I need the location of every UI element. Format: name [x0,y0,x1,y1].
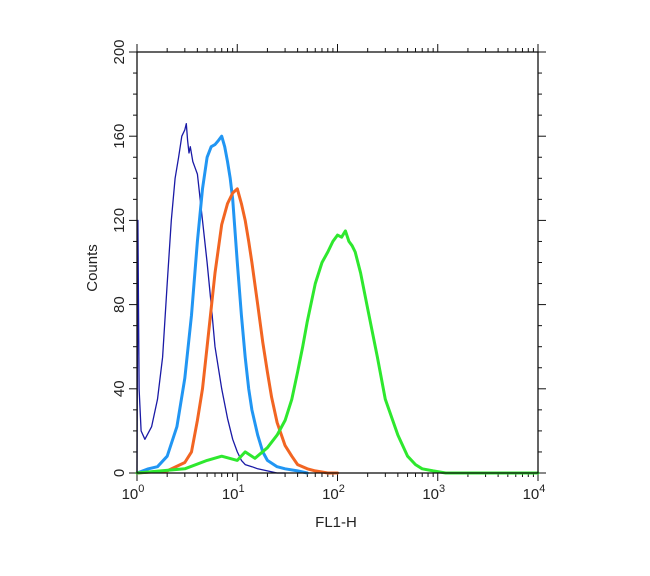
y-tick-label: 120 [111,208,128,233]
x-tick-label: 103 [422,483,445,503]
y-axis-label: Counts [84,244,101,292]
y-tick-label: 200 [111,39,128,64]
x-tick-label-exponent: 3 [439,483,445,495]
x-tick-label: 102 [322,483,345,503]
x-tick-label-exponent: 4 [539,483,545,495]
y-tick-label: 160 [111,124,128,149]
x-tick-label-base: 10 [422,486,439,503]
y-tick-label: 40 [111,380,128,397]
histogram-series-3 [135,187,339,475]
histogram-series-1 [136,122,286,474]
axis-ticks [129,44,546,481]
x-tick-label-exponent: 0 [138,483,144,495]
x-tick-label: 101 [222,483,245,503]
x-axis-label: FL1-H [315,514,357,531]
x-tick-label-base: 10 [523,486,540,503]
y-axis-title: Counts [84,244,101,292]
x-tick-label-base: 10 [222,486,239,503]
histogram-series-2 [135,134,309,475]
x-tick-label-base: 10 [122,486,139,503]
plot-frame [136,51,539,474]
histogram-series [135,122,540,475]
x-tick-label-base: 10 [322,486,339,503]
x-tick-label: 100 [122,483,145,503]
y-tick-label: 80 [111,296,128,313]
x-tick-label-exponent: 1 [239,483,245,495]
x-tick-label: 104 [523,483,546,503]
y-tick-label: 0 [111,469,128,477]
x-tick-label-exponent: 2 [339,483,345,495]
histogram-series-4 [135,229,540,475]
